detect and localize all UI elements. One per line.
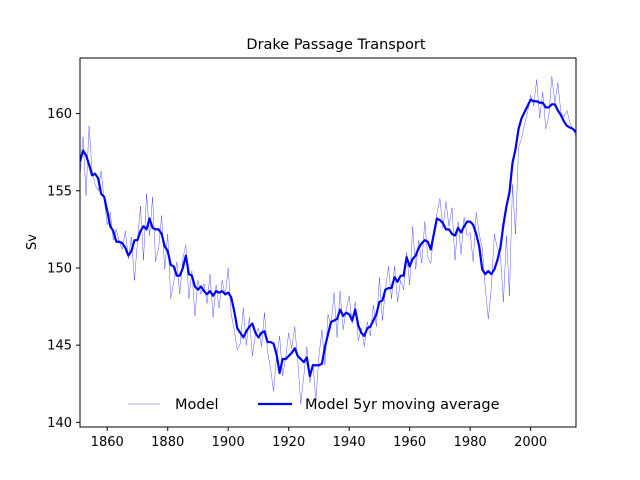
x-tick-label: 2000 [514, 435, 547, 450]
y-tick-label: 145 [47, 339, 72, 354]
y-axis-label: Sv [25, 234, 40, 250]
x-tick-label: 1940 [333, 435, 366, 450]
x-tick-label: 1960 [393, 435, 426, 450]
y-tick-label: 140 [47, 416, 72, 431]
series-model-line [80, 76, 576, 405]
legend-label-model: Model [175, 397, 219, 413]
plot-frame [79, 57, 577, 428]
x-tick-label: 1920 [272, 435, 305, 450]
x-tick-label: 1860 [91, 435, 124, 450]
axis-ticks: 1860 1880 1900 1920 1940 1960 1980 2000 140 145 15… [47, 107, 547, 450]
x-tick-label: 1880 [151, 435, 184, 450]
x-tick-label: 1980 [454, 435, 487, 450]
y-tick-label: 155 [47, 184, 72, 199]
legend-label-moving-average: Model 5yr moving average [305, 397, 500, 413]
legend: Model Model 5yr moving average [128, 397, 500, 413]
chart-title: Drake Passage Transport [246, 37, 425, 53]
series-moving-average-line [80, 98, 576, 378]
y-tick-label: 160 [47, 107, 72, 122]
x-tick-label: 1900 [212, 435, 245, 450]
y-tick-label: 150 [47, 261, 72, 276]
